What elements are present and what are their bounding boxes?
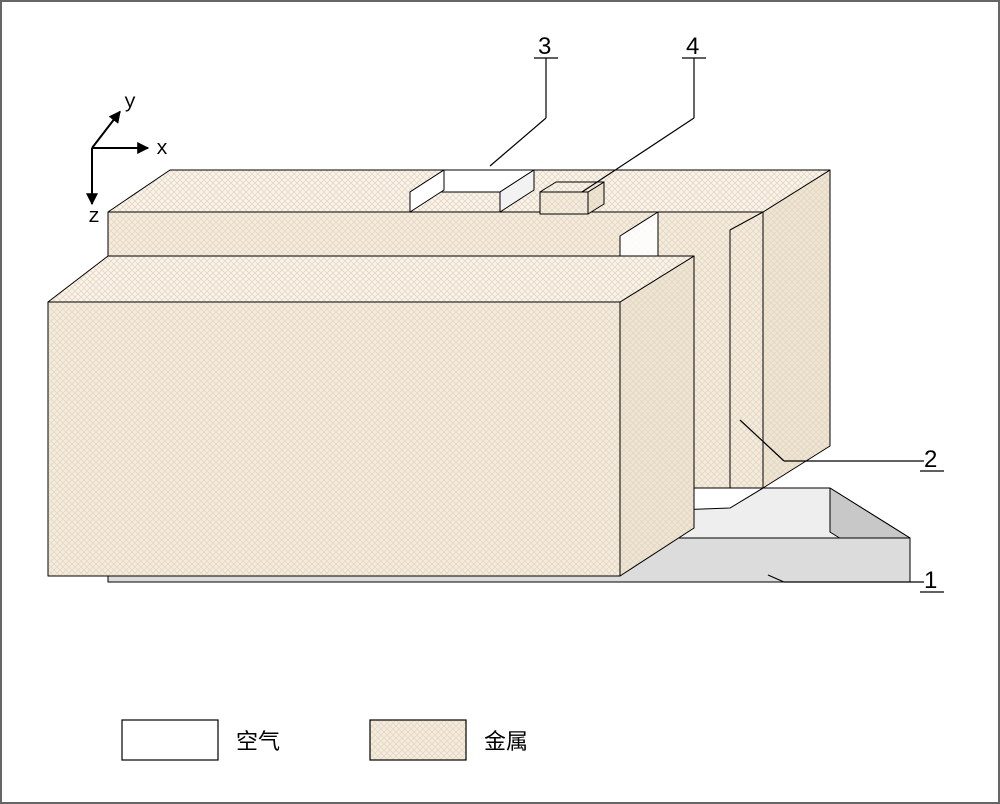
front-block-front	[48, 302, 620, 576]
tab-front	[540, 192, 588, 214]
diagram-svg: xy z 1 2 3 4 空气 金属	[0, 0, 1000, 804]
axis-y-label: y	[124, 92, 136, 115]
front-block-right	[620, 256, 694, 576]
callout-number-1: 1	[924, 567, 937, 594]
legend-swatch-air	[122, 720, 218, 760]
callout-number-3: 3	[538, 33, 551, 60]
front-block-top	[48, 256, 694, 302]
callout-number-4: 4	[686, 33, 699, 60]
callout-number-2: 2	[924, 446, 937, 473]
axis-z-label: z	[88, 206, 100, 229]
axis-x-label: x	[156, 138, 168, 161]
legend-label-metal: 金属	[484, 729, 528, 754]
legend-swatch-metal	[370, 720, 466, 760]
diagram-stage: xy z 1 2 3 4 空气 金属	[0, 0, 1000, 804]
axis-y	[92, 112, 120, 148]
legend-label-air: 空气	[236, 729, 280, 754]
callout-line-3	[490, 118, 546, 166]
channel-right-wall	[730, 212, 763, 508]
back-block-right	[763, 170, 830, 488]
